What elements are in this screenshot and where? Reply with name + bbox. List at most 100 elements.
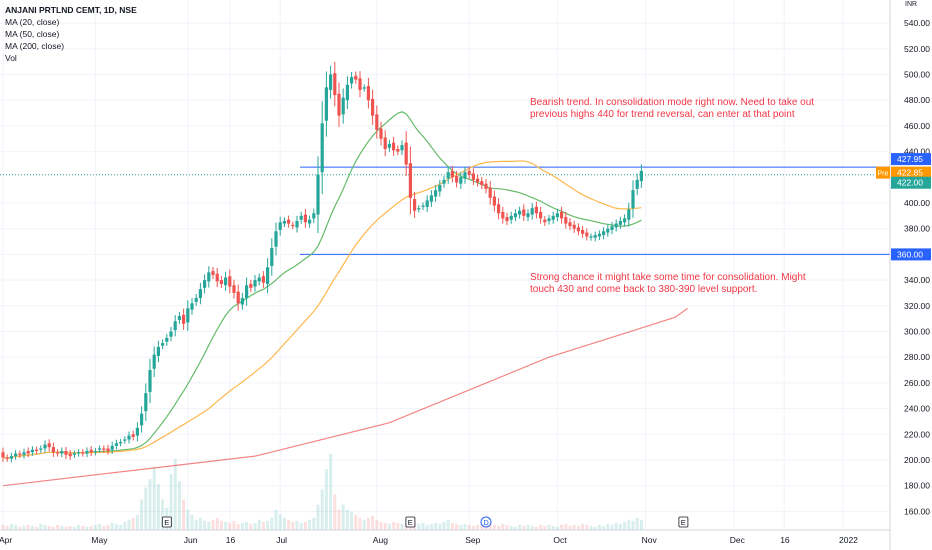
pre-market-badge	[876, 166, 890, 179]
annotation-bearish[interactable]: Bearish trend. In consolidation mode rig…	[530, 97, 814, 120]
volume-bar	[459, 524, 463, 530]
volume-bar	[345, 509, 349, 530]
candle-body	[135, 427, 139, 436]
volume-bar	[47, 525, 51, 530]
candle-body	[236, 291, 240, 304]
candle-body	[446, 172, 450, 179]
candle-body	[455, 176, 459, 183]
candle-body	[51, 447, 55, 453]
legend-ma50[interactable]: MA (50, close)	[5, 29, 60, 39]
volume-bar	[228, 522, 232, 530]
candle-body	[240, 298, 244, 305]
currency-label: INR	[905, 1, 917, 8]
symbol-title[interactable]: ANJANI PRTLND CEMT, 1D, NSE	[5, 5, 137, 15]
candle-body	[434, 190, 438, 197]
candle-body	[480, 181, 484, 186]
volume-bar	[198, 517, 202, 530]
volume-bar	[123, 521, 127, 530]
candle-body	[572, 224, 576, 229]
dividend-marker[interactable]	[480, 516, 492, 528]
candle-body	[488, 187, 492, 198]
volume-bar	[526, 524, 530, 530]
candle-body	[593, 235, 597, 238]
volume-bar	[119, 524, 123, 530]
price-tick-label: 260.00	[904, 378, 930, 388]
volume-bar	[60, 525, 64, 530]
volume-bar	[635, 517, 639, 530]
volume-bar	[602, 525, 606, 530]
candle-body	[413, 199, 417, 211]
candle-body	[106, 448, 110, 452]
volume-bar	[572, 524, 576, 530]
candle-body	[56, 452, 60, 454]
earnings-marker[interactable]	[405, 516, 416, 528]
time-axis[interactable]: Apr May Jun 16 Jul Aug Sep Oct Nov Dec 16 2022	[0, 529, 890, 545]
candle-body	[5, 457, 9, 459]
volume-bar	[152, 467, 156, 530]
volume-bar	[543, 525, 547, 530]
candle-body	[555, 213, 559, 218]
volume-bar	[589, 525, 593, 530]
volume-bar	[114, 523, 118, 530]
volume-bar	[539, 524, 543, 530]
annotation-consolidation[interactable]: Strong chance it might take some time fo…	[530, 272, 806, 295]
price-tick-label: 520.00	[904, 44, 930, 54]
candle-body	[614, 223, 618, 228]
price-badge-label: 422.85	[897, 168, 923, 178]
legend-ma20[interactable]: MA (20, close)	[5, 17, 60, 27]
volume-bar	[383, 522, 387, 530]
candle-body	[589, 236, 593, 238]
candle-body	[530, 208, 534, 215]
candle-body	[371, 98, 375, 116]
volume-bar	[354, 514, 358, 530]
legend-ma200[interactable]: MA (200, close)	[5, 41, 65, 51]
earnings-marker[interactable]	[678, 516, 689, 528]
candle-body	[438, 185, 442, 192]
candle-body	[400, 145, 404, 151]
price-tick-label: 500.00	[904, 70, 930, 80]
candle-body	[215, 273, 219, 282]
price-tick-label: 240.00	[904, 404, 930, 414]
volume-bar	[627, 519, 631, 530]
volume-bar	[110, 522, 114, 530]
candle-body	[597, 233, 601, 237]
legend-volume[interactable]: Vol	[5, 53, 17, 63]
candle-body	[392, 142, 396, 151]
candle-body	[450, 170, 454, 178]
time-tick-label: Nov	[642, 535, 658, 545]
volume-bar	[249, 523, 253, 530]
candle-body	[484, 183, 488, 189]
volume-bar	[219, 520, 223, 530]
price-axis[interactable]: 540.00 520.00 500.00 480.00 460.00 440.00 400.…	[876, 0, 931, 550]
candle-body	[417, 208, 421, 210]
horizontal-lines[interactable]	[0, 166, 890, 255]
candle-body	[119, 442, 123, 444]
candle-body	[471, 173, 475, 180]
volume-bar	[446, 519, 450, 530]
candle-body	[576, 227, 580, 232]
price-badge-last[interactable]	[891, 176, 931, 189]
candle-body	[429, 195, 433, 202]
price-tick-label: 540.00	[904, 18, 930, 28]
volume-bar	[387, 523, 391, 530]
candle-body	[383, 137, 387, 150]
price-badge-pre[interactable]	[891, 166, 931, 179]
volume-bar	[77, 524, 81, 530]
candle-body	[581, 229, 585, 234]
volume-bar	[68, 525, 72, 530]
volume-bar	[253, 522, 257, 530]
earnings-marker[interactable]	[161, 516, 172, 528]
price-badge-line[interactable]	[891, 153, 931, 166]
candle-body	[543, 219, 547, 223]
candle-body	[324, 87, 328, 121]
candle-body	[152, 354, 156, 369]
volume-bar	[505, 524, 509, 530]
candle-body	[148, 370, 152, 392]
candle-body	[501, 211, 505, 219]
volume-bar	[144, 487, 148, 530]
volume-bars	[1, 453, 643, 530]
volume-bar	[308, 519, 312, 530]
price-badge-line[interactable]	[891, 248, 931, 261]
